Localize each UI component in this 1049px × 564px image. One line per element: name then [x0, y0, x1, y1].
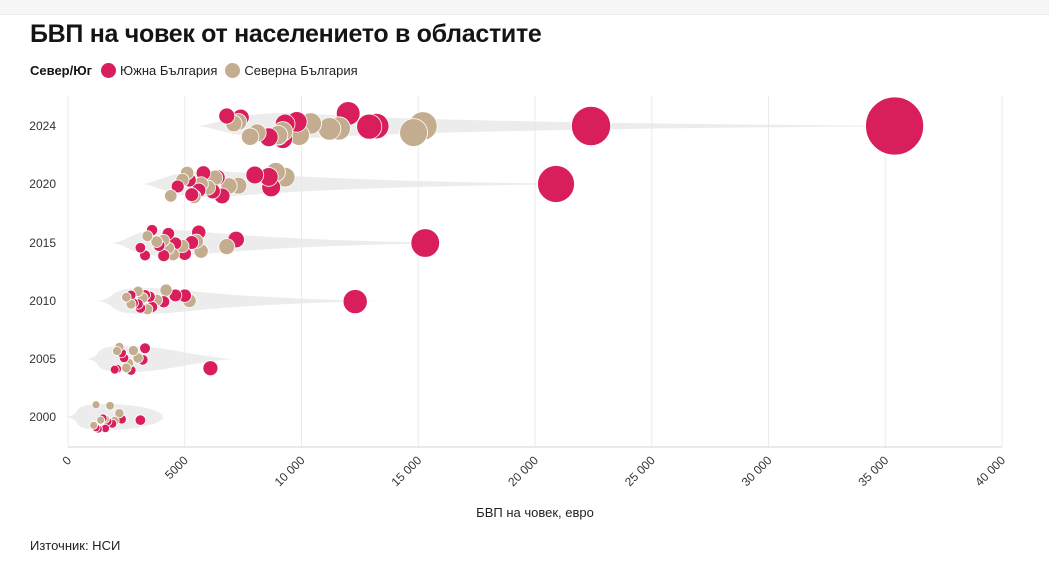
y-tick-label-2000: 2000	[29, 410, 56, 424]
legend-label-south: Южна България	[120, 62, 218, 78]
legend-label-north: Северна България	[244, 62, 358, 78]
data-point	[245, 165, 265, 185]
data-point	[134, 242, 147, 254]
x-tick-label: 0	[59, 453, 74, 468]
y-tick-label-2024: 2024	[29, 119, 56, 133]
x-tick-label: 25 000	[622, 453, 658, 489]
data-point	[91, 400, 101, 410]
data-point	[134, 414, 147, 426]
x-tick-label: 30 000	[739, 453, 775, 489]
data-point	[537, 165, 575, 203]
data-point	[150, 235, 163, 248]
data-point	[356, 113, 383, 140]
data-point	[571, 106, 612, 146]
data-point	[218, 107, 236, 125]
x-tick-label: 15 000	[389, 453, 425, 489]
data-point	[342, 289, 368, 315]
source-note: Източник: НСИ	[30, 538, 121, 553]
data-point	[164, 189, 178, 203]
data-point	[240, 127, 260, 146]
data-point	[399, 118, 428, 147]
data-point	[112, 346, 122, 356]
y-tick-label-2010: 2010	[29, 294, 56, 308]
data-point	[114, 408, 125, 419]
legend: Север/Юг Южна България Северна България	[30, 60, 366, 80]
legend-swatch-north	[225, 62, 241, 78]
data-point	[410, 228, 440, 258]
data-point	[127, 345, 139, 356]
chart-title: БВП на човек от населението в областите	[30, 20, 542, 48]
data-point	[109, 364, 120, 375]
data-point	[139, 342, 151, 355]
data-point	[96, 415, 106, 425]
legend-item-north[interactable]: Северна България	[225, 62, 358, 78]
legend-swatch-south	[101, 62, 117, 78]
legend-title: Север/Юг	[30, 62, 93, 78]
data-point	[170, 179, 185, 194]
x-tick-label: 10 000	[272, 453, 308, 489]
data-point	[202, 360, 219, 377]
data-point	[865, 96, 924, 156]
x-axis-title: БВП на човек, евро	[476, 505, 594, 520]
data-point	[121, 292, 132, 303]
data-point	[89, 420, 99, 430]
data-point	[159, 283, 173, 297]
legend-item-south[interactable]: Южна България	[101, 62, 218, 78]
data-point	[105, 401, 115, 411]
chart-area: 2024 2020 2015 2010 2005 2000 0 5000 10 000 15 00…	[29, 96, 1008, 520]
x-tick-label: 5000	[162, 453, 191, 482]
data-point	[141, 230, 154, 243]
x-tick-label: 20 000	[505, 453, 541, 489]
y-tick-label-2015: 2015	[29, 236, 56, 250]
x-tick-label: 40 000	[972, 453, 1008, 489]
x-tick-label: 35 000	[856, 453, 892, 489]
y-tick-label-2020: 2020	[29, 177, 56, 191]
data-point	[184, 187, 200, 202]
data-point	[121, 362, 132, 374]
top-bar	[0, 0, 1049, 15]
y-tick-label-2005: 2005	[29, 352, 56, 366]
data-point	[218, 238, 236, 256]
